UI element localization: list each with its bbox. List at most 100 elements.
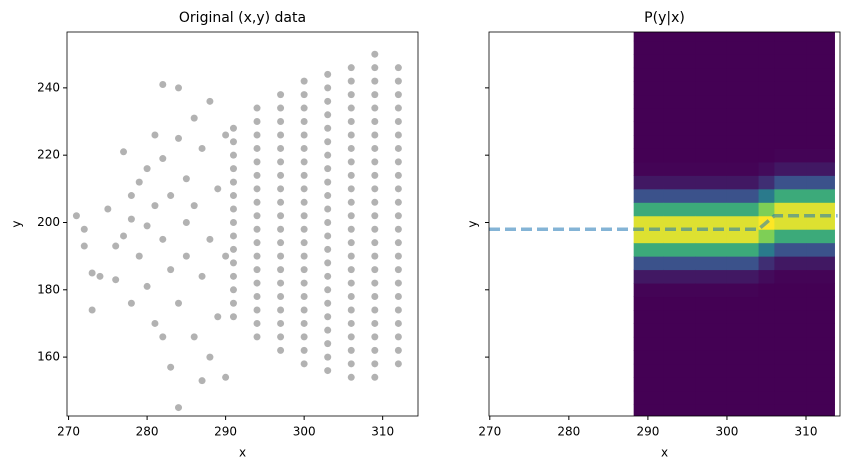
heat-cell	[758, 296, 775, 311]
point	[324, 70, 332, 78]
point	[371, 360, 379, 368]
heat-cell	[758, 336, 775, 351]
heat-cell	[695, 296, 728, 311]
heat-cell	[758, 202, 775, 217]
heat-cell	[774, 134, 807, 149]
point	[127, 299, 135, 307]
heat-cell	[726, 134, 760, 149]
heat-cell	[806, 108, 835, 123]
point	[347, 225, 355, 233]
point	[159, 155, 167, 163]
heat-cell	[774, 350, 807, 365]
point	[206, 235, 214, 243]
heat-cell	[695, 390, 728, 405]
point	[277, 306, 285, 314]
heat-cell	[695, 161, 728, 176]
heat-cell	[758, 350, 775, 365]
heat-cell	[774, 175, 807, 190]
point	[347, 306, 355, 314]
heat-cell	[806, 323, 835, 338]
heat-cell	[726, 336, 760, 351]
mean-line	[489, 214, 838, 231]
point	[277, 131, 285, 139]
point	[253, 279, 261, 287]
heat-cell	[758, 67, 775, 82]
point	[394, 293, 402, 301]
point	[324, 259, 332, 267]
point	[371, 50, 379, 58]
point	[253, 225, 261, 233]
heat-cell	[726, 67, 760, 82]
heat-cell	[663, 67, 696, 82]
point	[143, 282, 151, 290]
point	[253, 185, 261, 193]
heat-cell	[726, 121, 760, 136]
heat-cell	[663, 350, 696, 365]
heat-cell	[663, 108, 696, 123]
heat-cell	[726, 215, 760, 230]
heat-cell	[758, 32, 775, 42]
point	[127, 215, 135, 223]
point	[175, 299, 183, 307]
heat-cell	[633, 215, 665, 230]
x-tick-label: 310	[371, 425, 394, 439]
heat-cell	[806, 350, 835, 365]
heat-cell	[633, 121, 665, 136]
heat-cell	[726, 242, 760, 257]
point	[277, 333, 285, 341]
point	[394, 319, 402, 327]
point	[300, 77, 308, 85]
point	[347, 252, 355, 260]
point	[300, 306, 308, 314]
point	[394, 279, 402, 287]
heat-cell	[726, 296, 760, 311]
point	[277, 144, 285, 152]
point	[371, 77, 379, 85]
heat-cell	[633, 175, 665, 190]
heat-cell	[633, 94, 665, 109]
point	[347, 118, 355, 126]
heat-cell	[774, 67, 807, 82]
heat-cell	[774, 32, 807, 42]
heat-cell	[695, 188, 728, 203]
point	[324, 138, 332, 146]
point	[347, 293, 355, 301]
point	[277, 293, 285, 301]
heat-cell	[758, 377, 775, 392]
heat-cell	[695, 215, 728, 230]
heat-cell	[774, 108, 807, 123]
point	[229, 313, 237, 321]
heat-cell	[806, 309, 835, 324]
heat-cell	[726, 54, 760, 69]
heat-cell	[774, 390, 807, 405]
point	[347, 104, 355, 112]
heat-cell	[633, 67, 665, 82]
subplot: 270 280 290 300 310 160 180 200 220 240 Original (…	[10, 10, 419, 460]
point	[394, 91, 402, 99]
heat-cell	[695, 309, 728, 324]
heat-cell	[806, 54, 835, 69]
point	[324, 178, 332, 186]
point	[347, 319, 355, 327]
heat-cell	[633, 108, 665, 123]
point	[300, 225, 308, 233]
point	[394, 77, 402, 85]
point	[324, 232, 332, 240]
point	[88, 269, 96, 277]
point	[253, 252, 261, 260]
point	[277, 185, 285, 193]
point	[394, 333, 402, 341]
point	[347, 346, 355, 354]
heat-cell	[695, 108, 728, 123]
heat-cell	[633, 404, 665, 416]
heat-cell	[774, 269, 807, 284]
y-tick-label: 200	[37, 215, 60, 229]
heat-cell	[663, 188, 696, 203]
chart-title: P(y|x)	[644, 10, 685, 26]
heat-cell	[633, 256, 665, 271]
point	[371, 225, 379, 233]
axes-frame	[66, 31, 419, 417]
heat-cell	[806, 296, 835, 311]
heat-cell	[695, 242, 728, 257]
heat-cell	[663, 283, 696, 298]
